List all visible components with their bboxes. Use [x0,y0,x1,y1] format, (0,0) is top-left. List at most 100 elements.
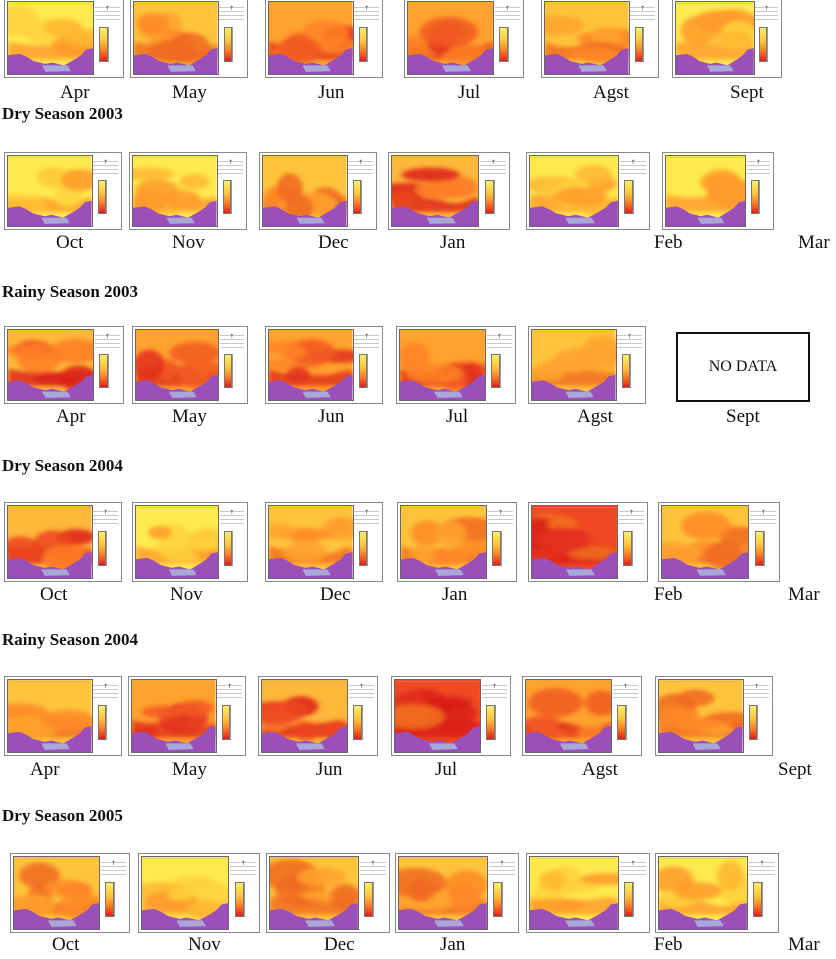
heat-blob [453,540,486,558]
month-map-panel: ↑ [132,326,248,404]
map-frame [398,856,488,930]
heat-blob [183,539,219,551]
lake-area [41,65,71,72]
month-map-panel: ↑ [130,0,248,78]
heat-map [401,506,486,578]
sea-area [392,200,479,226]
sea-area [269,552,353,578]
month-map-panel: ↑ [526,853,650,933]
lake-area [302,569,331,576]
lake-area [295,743,325,750]
map-frame [665,155,747,227]
month-map-panel: ↑ [129,152,247,230]
month-label: Jan [440,232,466,253]
lake-area [578,65,607,72]
legend-caption [619,862,646,876]
legend-color-bar [358,26,368,62]
map-legend: ↑ [617,331,642,399]
legend-ticks [758,180,767,215]
heat-blob [700,171,743,195]
heat-map [269,506,353,578]
month-label: Jul [435,759,458,780]
legend-caption [617,335,642,349]
legend-caption [750,511,776,525]
heat-map [530,857,618,929]
legend-ticks [633,180,642,215]
sea-area [134,48,218,74]
lake-area [565,569,595,576]
heat-blob [676,689,715,707]
map-legend: ↑ [755,3,778,73]
month-label: Apr [60,82,90,103]
sea-area [263,200,347,226]
heat-map [8,2,93,74]
heat-map [395,680,480,752]
legend-caption [354,511,379,525]
month-label: Feb [654,232,683,253]
map-frame [675,1,755,75]
legend-color-bar [634,26,644,62]
month-label: Feb [654,934,683,955]
legend-color-bar [97,530,107,566]
heat-blob [133,167,175,181]
map-legend: ↑ [480,157,506,225]
map-legend: ↑ [217,681,242,751]
map-legend: ↑ [348,157,373,225]
map-frame [261,679,348,753]
north-arrow-icon: ↑ [497,509,503,516]
lake-area [41,569,70,576]
legend-color-bar [223,26,233,62]
map-frame [13,856,100,930]
heat-map [262,680,347,752]
month-label: Dec [320,584,351,605]
north-arrow-icon: ↑ [240,860,246,867]
legend-caption [480,161,506,175]
heat-blob [399,867,447,898]
legend-color-bar [759,26,768,62]
legend-caption [630,7,655,21]
month-map-panel: ↑ [4,326,124,404]
heat-blob [416,184,468,199]
map-legend: ↑ [219,3,244,73]
legend-color-bar [224,354,233,389]
heat-blob [8,536,40,564]
heat-blob [19,862,60,889]
legend-ticks [507,26,517,62]
month-map-panel: ↑ [655,676,773,756]
north-arrow-icon: ↑ [504,5,510,12]
legend-ticks [106,180,114,215]
lake-area [565,391,594,398]
legend-color-bar [754,530,764,566]
lake-area [433,391,463,398]
heat-map [269,2,353,74]
heat-blob [400,342,430,373]
legend-color-bar [491,354,500,389]
heat-map [532,506,617,578]
heat-blob [136,349,165,381]
heat-blob [330,883,358,910]
heat-map [662,506,749,578]
map-frame [7,679,93,753]
map-legend: ↑ [93,157,118,225]
month-map-panel: ↑ [265,502,383,582]
heat-blob [297,867,347,887]
heat-blob [44,879,87,897]
heat-map [134,2,218,74]
heat-blob [8,4,39,37]
lake-area [559,743,589,750]
sea-area [8,200,92,226]
month-label: Agst [582,759,618,780]
north-arrow-icon: ↑ [370,860,376,867]
heat-blob [435,521,466,548]
lake-area [41,743,70,750]
map-frame [394,679,481,753]
map-frame [268,1,354,75]
month-map-panel: ↑ [395,853,519,933]
legend-ticks [766,26,775,62]
legend-caption [748,862,775,876]
heat-map [408,2,493,74]
month-label: Jul [458,82,481,103]
legend-color-bar [753,881,763,917]
sea-area [532,552,617,578]
legend-color-bar [221,704,231,740]
